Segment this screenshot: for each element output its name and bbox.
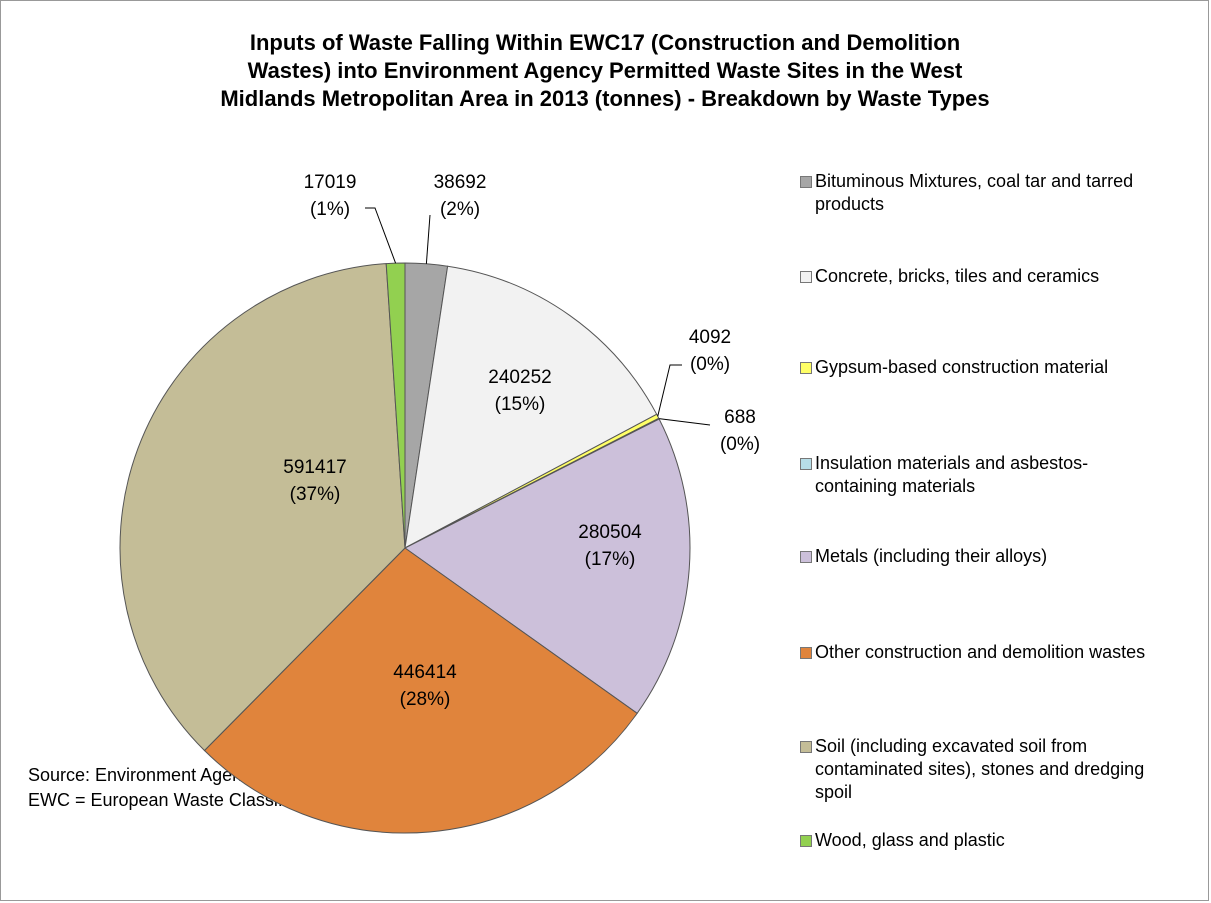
legend-label: Bituminous Mixtures, coal tar and tarred… <box>815 171 1134 214</box>
leader-line <box>425 214 431 264</box>
data-label: 17019 <box>304 172 357 193</box>
data-label-percent: (1%) <box>310 199 350 220</box>
legend-entry: Wood, glass and plastic <box>800 829 1160 852</box>
data-label: 280504 <box>578 522 642 543</box>
data-label-percent: (2%) <box>440 199 480 220</box>
legend-entry: Metals (including their alloys) <box>800 545 1160 568</box>
chart-title: Inputs of Waste Falling Within EWC17 (Co… <box>250 30 960 55</box>
pie-slice <box>119 263 406 752</box>
pie-slice <box>203 547 638 834</box>
legend-label: Gypsum-based construction material <box>815 357 1109 377</box>
source-note: EWC = European Waste Classification <box>28 790 335 810</box>
data-label-percent: (37%) <box>290 484 341 505</box>
legend-swatch <box>800 176 812 188</box>
legend-swatch <box>800 647 812 659</box>
leader-line <box>657 364 682 417</box>
legend-label: Wood, glass and plastic <box>815 830 1005 850</box>
data-label: 688 <box>724 407 756 428</box>
legend-swatch <box>800 271 812 283</box>
legend-swatch <box>800 551 812 563</box>
leader-line <box>365 207 397 264</box>
legend-entry: Insulation materials and asbestos-contai… <box>800 452 1160 498</box>
legend-label: Insulation materials and asbestos-contai… <box>815 453 1089 496</box>
pie-slice <box>404 418 691 715</box>
legend-swatch <box>800 835 812 847</box>
data-label: 240252 <box>488 367 551 388</box>
data-label: 4092 <box>689 327 731 348</box>
legend-label: Soil (including excavated soil from cont… <box>815 736 1145 802</box>
data-label-percent: (28%) <box>400 689 451 710</box>
data-label-percent: (15%) <box>495 394 546 415</box>
legend-label: Metals (including their alloys) <box>815 546 1048 566</box>
legend-label: Concrete, bricks, tiles and ceramics <box>815 266 1100 286</box>
chart-title: Wastes) into Environment Agency Permitte… <box>248 58 963 83</box>
legend-entry: Other construction and demolition wastes <box>800 641 1160 664</box>
leader-line <box>658 418 711 426</box>
data-label: 38692 <box>434 172 487 193</box>
legend-swatch <box>800 741 812 753</box>
legend-label: Other construction and demolition wastes <box>815 642 1146 662</box>
data-label-percent: (0%) <box>720 434 760 455</box>
legend-swatch <box>800 362 812 374</box>
data-label-percent: (0%) <box>690 354 730 375</box>
legend-entry: Bituminous Mixtures, coal tar and tarred… <box>800 170 1160 216</box>
data-label: 446414 <box>393 662 457 683</box>
legend-entry: Concrete, bricks, tiles and ceramics <box>800 265 1160 288</box>
data-label: 591417 <box>283 457 346 478</box>
legend-swatch <box>800 458 812 470</box>
pie-slice <box>404 265 658 549</box>
chart-title: Midlands Metropolitan Area in 2013 (tonn… <box>220 86 989 111</box>
data-label-percent: (17%) <box>585 549 636 570</box>
legend-entry: Gypsum-based construction material <box>800 356 1160 379</box>
legend-entry: Soil (including excavated soil from cont… <box>800 735 1160 804</box>
